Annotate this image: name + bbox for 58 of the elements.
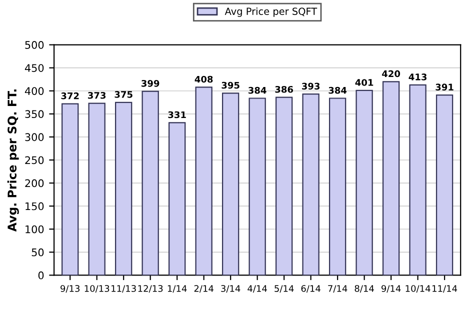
data-label: 384 xyxy=(328,86,347,94)
data-label: 391 xyxy=(436,84,454,90)
bar xyxy=(168,122,186,276)
data-label: 375 xyxy=(114,91,132,98)
bar xyxy=(195,86,212,276)
bar xyxy=(356,90,373,276)
bar xyxy=(142,90,159,276)
bar xyxy=(115,102,132,276)
data-label: 413 xyxy=(408,74,427,80)
data-label: 401 xyxy=(355,79,374,86)
x-tick-label: 5/14 xyxy=(274,285,294,293)
data-label: 408 xyxy=(194,76,213,83)
x-tick-label: 1/14 xyxy=(168,285,187,293)
bar xyxy=(248,98,266,276)
bar xyxy=(436,94,454,276)
y-tick-label: 250 xyxy=(25,156,44,164)
data-label: 331 xyxy=(168,111,186,118)
y-tick-label: 0 xyxy=(38,271,44,280)
bar xyxy=(62,103,79,276)
y-tick-label: 100 xyxy=(26,225,44,234)
x-tick-label: 7/14 xyxy=(328,285,348,293)
y-tick-label: 50 xyxy=(32,248,44,256)
bar xyxy=(222,92,240,276)
legend-label: Avg Price per SQFT xyxy=(224,7,318,17)
x-tick-label: 3/14 xyxy=(221,285,240,293)
data-label: 420 xyxy=(382,70,400,78)
bar xyxy=(88,102,106,276)
y-tick-label: 350 xyxy=(25,110,44,118)
x-tick-label: 10/14 xyxy=(406,285,430,293)
y-tick-label: 300 xyxy=(25,133,44,142)
y-tick-label: 150 xyxy=(26,202,44,210)
x-tick-label: 2/14 xyxy=(194,285,214,293)
x-tick-label: 12/13 xyxy=(138,285,163,293)
y-tick-label: 450 xyxy=(24,64,44,72)
y-tick-label: 200 xyxy=(25,179,44,188)
x-tick-label: 4/14 xyxy=(248,285,267,293)
bar xyxy=(409,84,426,276)
data-label: 372 xyxy=(61,92,79,100)
data-label: 399 xyxy=(142,80,160,87)
y-tick-label: 500 xyxy=(25,41,44,49)
data-label: 393 xyxy=(302,82,320,90)
y-tick-label: 400 xyxy=(24,87,44,95)
data-label: 373 xyxy=(88,92,106,99)
data-label: 395 xyxy=(222,82,240,89)
x-tick-label: 11/14 xyxy=(432,285,458,293)
x-tick-label: 9/14 xyxy=(381,285,401,293)
x-tick-label: 10/13 xyxy=(84,285,110,293)
bar xyxy=(382,81,400,276)
data-label: 384 xyxy=(248,86,266,94)
bar xyxy=(328,98,346,276)
y-axis-title: Avg. Price per SQ. FT. xyxy=(7,89,19,232)
x-tick-label: 11/13 xyxy=(112,285,136,293)
x-tick-label: 6/14 xyxy=(301,285,320,293)
data-label: 386 xyxy=(275,86,294,93)
x-tick-label: 8/14 xyxy=(354,285,374,293)
x-tick-label: 9/13 xyxy=(60,285,80,293)
bar xyxy=(302,94,320,276)
bar xyxy=(275,96,293,276)
